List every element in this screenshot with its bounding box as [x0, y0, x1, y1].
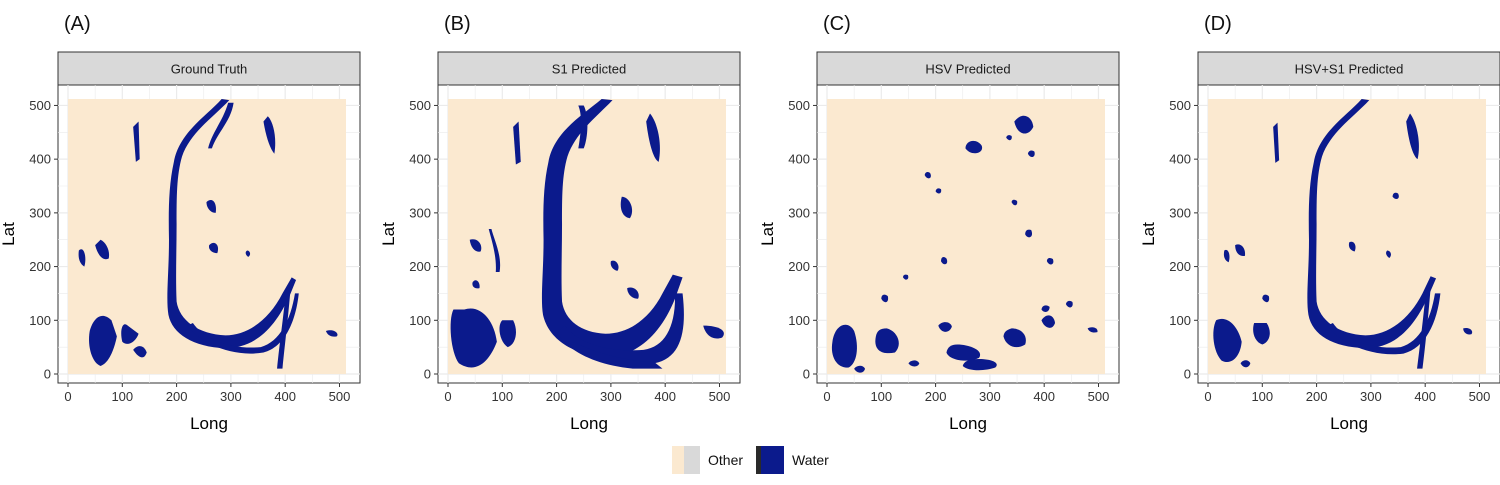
- y-tick-label: 500: [1169, 98, 1191, 113]
- x-tick-label: 400: [654, 389, 676, 404]
- x-axis-title: Long: [570, 414, 608, 433]
- facet-panel-1: (A) Ground Truth 0 100 200 300 400 500 0 100 200 30…: [0, 13, 361, 433]
- x-tick-label: 300: [600, 389, 622, 404]
- legend-key: [672, 446, 684, 474]
- y-tick-label: 500: [409, 98, 431, 113]
- legend: Other Water: [672, 446, 829, 474]
- y-tick-label: 200: [29, 259, 51, 274]
- facet-strip: [437, 51, 741, 86]
- x-tick-label: 500: [329, 389, 351, 404]
- x-tick-label: 100: [111, 389, 133, 404]
- facet-strip-title: HSV+S1 Predicted: [1295, 62, 1404, 77]
- x-axis-title: Long: [190, 414, 228, 433]
- x-axis-title: Long: [1330, 414, 1368, 433]
- y-axis-title: Lat: [758, 222, 777, 246]
- facet-strip-title: HSV Predicted: [925, 62, 1010, 77]
- y-tick-label: 200: [409, 259, 431, 274]
- x-tick-label: 100: [491, 389, 513, 404]
- x-tick-label: 500: [1088, 389, 1110, 404]
- y-tick-label: 300: [1169, 205, 1191, 220]
- y-tick-label: 0: [803, 367, 810, 382]
- x-tick-label: 400: [1033, 389, 1055, 404]
- panel-letter: (A): [64, 13, 91, 35]
- legend-label: Water: [792, 452, 829, 468]
- y-tick-label: 400: [788, 152, 810, 167]
- y-tick-label: 100: [409, 313, 431, 328]
- panel-letter: (B): [444, 13, 471, 35]
- x-tick-label: 300: [1360, 389, 1382, 404]
- facet-panel-4: (D) HSV+S1 Predicted 0 100 200 300 400 500 0 100 2…: [1139, 13, 1500, 433]
- panels: (A) Ground Truth 0 100 200 300 400 500 0 100 200 30…: [0, 13, 1500, 433]
- y-tick-label: 300: [788, 205, 810, 220]
- y-axis-title: Lat: [379, 222, 398, 246]
- x-tick-label: 0: [444, 389, 451, 404]
- x-tick-label: 100: [870, 389, 892, 404]
- y-tick-label: 300: [409, 205, 431, 220]
- x-tick-label: 300: [979, 389, 1001, 404]
- y-tick-label: 100: [29, 313, 51, 328]
- x-tick-label: 0: [1204, 389, 1211, 404]
- x-tick-label: 0: [823, 389, 830, 404]
- y-tick-label: 400: [1169, 152, 1191, 167]
- x-tick-label: 500: [709, 389, 731, 404]
- y-tick-label: 200: [788, 259, 810, 274]
- x-tick-label: 200: [546, 389, 568, 404]
- legend-label: Other: [708, 452, 743, 468]
- legend-item-water: Water: [756, 446, 829, 474]
- panel-letter: (D): [1204, 13, 1232, 35]
- facet-strip-title: S1 Predicted: [552, 62, 626, 77]
- x-tick-label: 200: [166, 389, 188, 404]
- y-tick-label: 200: [1169, 259, 1191, 274]
- y-tick-label: 0: [44, 367, 51, 382]
- y-tick-label: 100: [788, 313, 810, 328]
- x-tick-label: 400: [274, 389, 296, 404]
- y-tick-label: 400: [29, 152, 51, 167]
- x-tick-label: 0: [64, 389, 71, 404]
- y-tick-label: 300: [29, 205, 51, 220]
- x-tick-label: 200: [925, 389, 947, 404]
- facet-panel-2: (B) S1 Predicted 0 100 200 300 400 500 0 100 200 30…: [379, 13, 741, 433]
- facet-strip: [816, 51, 1120, 86]
- legend-item-other: Other: [672, 446, 743, 474]
- x-tick-label: 200: [1306, 389, 1328, 404]
- y-tick-label: 0: [1184, 367, 1191, 382]
- panel-letter: (C): [823, 13, 851, 35]
- facet-panel-3: (C) HSV Predicted 0 100 200 300 400 500 0 100 200 3…: [758, 13, 1120, 433]
- x-axis-title: Long: [949, 414, 987, 433]
- y-tick-label: 0: [424, 367, 431, 382]
- facet-strip-title: Ground Truth: [171, 62, 248, 77]
- y-tick-label: 500: [29, 98, 51, 113]
- y-axis-title: Lat: [0, 222, 18, 246]
- raster-other: [827, 99, 1105, 374]
- x-tick-label: 500: [1469, 389, 1491, 404]
- y-tick-label: 400: [409, 152, 431, 167]
- y-axis-title: Lat: [1139, 222, 1158, 246]
- y-tick-label: 100: [1169, 313, 1191, 328]
- raster-other: [68, 99, 346, 374]
- x-tick-label: 300: [220, 389, 242, 404]
- x-tick-label: 400: [1414, 389, 1436, 404]
- y-tick-label: 500: [788, 98, 810, 113]
- x-tick-label: 100: [1251, 389, 1273, 404]
- facet-strip: [57, 51, 361, 86]
